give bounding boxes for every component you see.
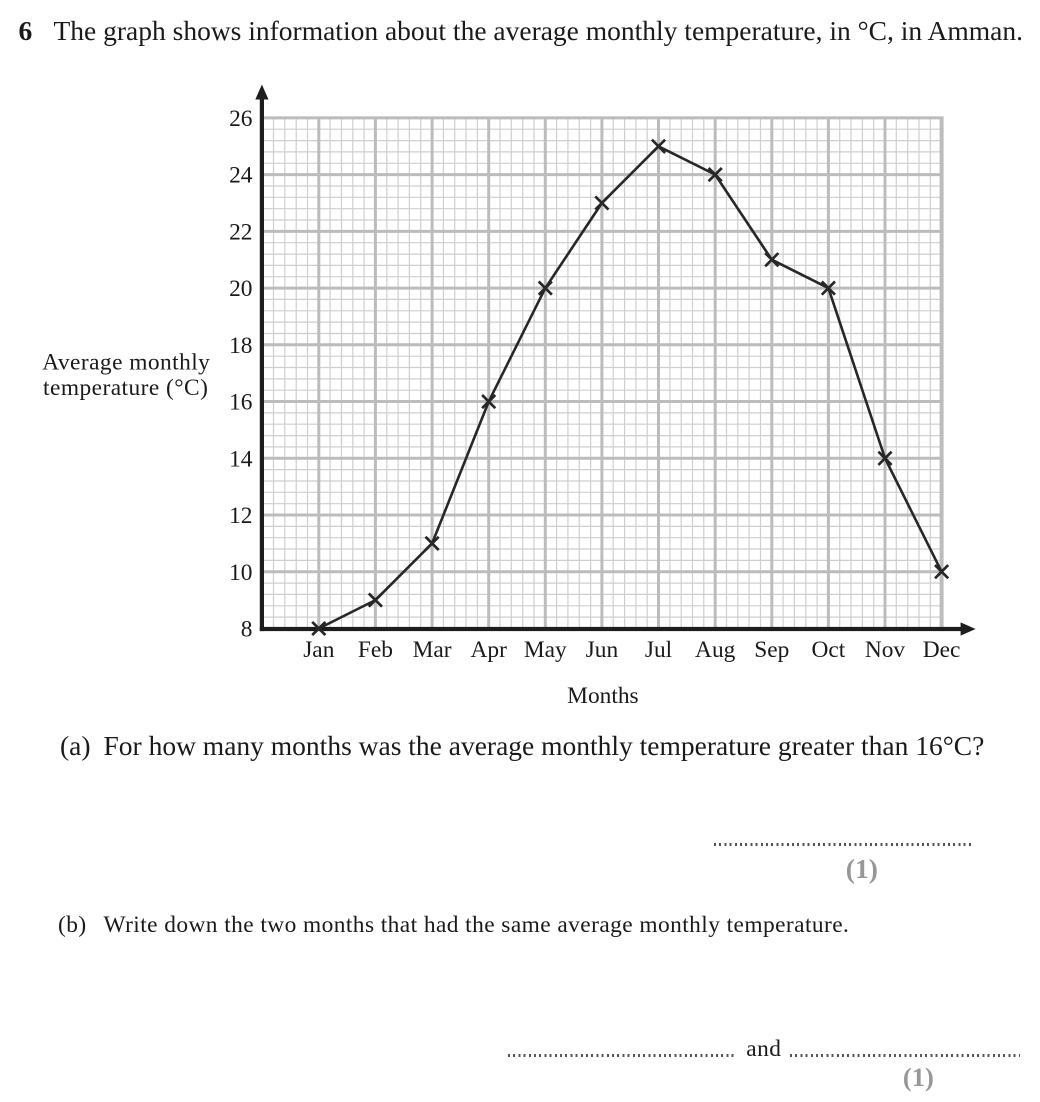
svg-text:8: 8 xyxy=(241,617,253,643)
svg-text:Apr: Apr xyxy=(471,637,508,663)
svg-text:Feb: Feb xyxy=(358,637,393,663)
svg-text:Jun: Jun xyxy=(586,637,619,663)
svg-text:May: May xyxy=(524,637,567,663)
svg-text:18: 18 xyxy=(229,333,252,359)
svg-text:Aug: Aug xyxy=(695,637,736,663)
svg-text:20: 20 xyxy=(229,276,252,302)
svg-text:Oct: Oct xyxy=(812,637,846,663)
svg-text:16: 16 xyxy=(229,390,252,416)
svg-text:Average monthly: Average monthly xyxy=(42,350,210,376)
svg-text:Sep: Sep xyxy=(754,637,789,663)
svg-text:Jan: Jan xyxy=(303,637,334,663)
svg-text:Months: Months xyxy=(567,683,639,709)
svg-text:12: 12 xyxy=(229,503,252,529)
svg-text:Dec: Dec xyxy=(923,637,961,663)
svg-text:22: 22 xyxy=(229,220,252,246)
svg-text:10: 10 xyxy=(229,560,252,586)
svg-text:Jul: Jul xyxy=(645,637,673,663)
svg-text:26: 26 xyxy=(229,106,252,132)
svg-text:24: 24 xyxy=(229,163,253,189)
svg-text:Nov: Nov xyxy=(865,637,906,663)
svg-text:14: 14 xyxy=(229,446,253,472)
svg-text:Mar: Mar xyxy=(413,637,452,663)
svg-text:temperature (°C): temperature (°C) xyxy=(43,375,208,401)
